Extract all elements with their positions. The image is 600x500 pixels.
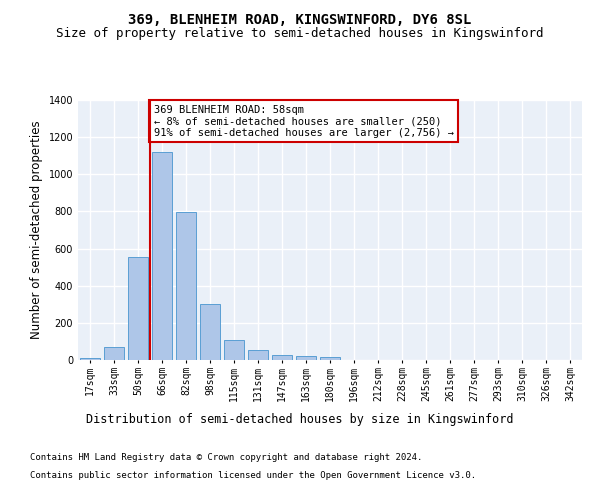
Text: Contains public sector information licensed under the Open Government Licence v3: Contains public sector information licen… (30, 471, 476, 480)
Text: Contains HM Land Registry data © Crown copyright and database right 2024.: Contains HM Land Registry data © Crown c… (30, 452, 422, 462)
Bar (104, 348, 124, 360)
Y-axis label: Number of semi-detached properties: Number of semi-detached properties (30, 120, 43, 340)
Bar (128, 257, 148, 360)
Bar (152, 152, 172, 360)
Bar (176, 212, 196, 360)
Bar (80, 358, 100, 360)
Bar (248, 350, 268, 360)
Bar (296, 356, 316, 360)
Bar (224, 340, 244, 360)
Text: 369 BLENHEIM ROAD: 58sqm
← 8% of semi-detached houses are smaller (250)
91% of s: 369 BLENHEIM ROAD: 58sqm ← 8% of semi-de… (154, 104, 454, 138)
Text: 369, BLENHEIM ROAD, KINGSWINFORD, DY6 8SL: 369, BLENHEIM ROAD, KINGSWINFORD, DY6 8S… (128, 12, 472, 26)
Bar (200, 304, 220, 360)
Bar (272, 355, 292, 360)
Text: Size of property relative to semi-detached houses in Kingswinford: Size of property relative to semi-detach… (56, 28, 544, 40)
Bar (320, 357, 340, 360)
Text: Distribution of semi-detached houses by size in Kingswinford: Distribution of semi-detached houses by … (86, 412, 514, 426)
